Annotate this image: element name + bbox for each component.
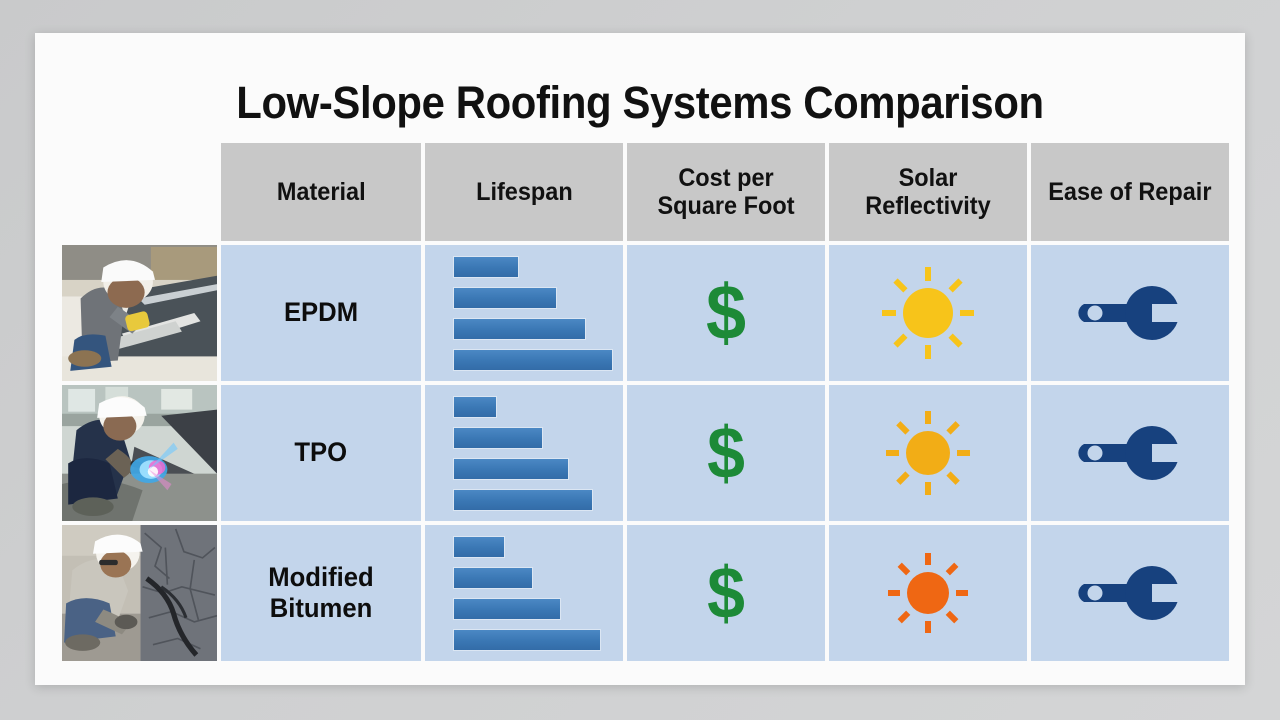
wrench-icon xyxy=(1076,425,1184,481)
table-cell-lifespan-0 xyxy=(425,245,623,381)
material-label: Modified Bitumen xyxy=(268,561,374,623)
table-row-image-0 xyxy=(62,245,217,381)
table-cell-lifespan-2 xyxy=(425,525,623,661)
lifespan-bar xyxy=(453,488,593,511)
page-title: Low-Slope Roofing Systems Comparison xyxy=(236,77,1044,128)
header-cell-material: Material xyxy=(221,143,421,241)
header-label-reflectivity: Solar Reflectivity xyxy=(865,164,991,220)
roofer-torch-welding-photo xyxy=(62,385,217,521)
table-cell-cost-1: $ xyxy=(627,385,825,521)
table-row-image-2 xyxy=(62,525,217,661)
comparison-table: Material Lifespan Cost per Square Foot Sola… xyxy=(62,143,1237,661)
lifespan-bar xyxy=(453,566,533,589)
table-cell-material-2: Modified Bitumen xyxy=(221,525,421,661)
header-cell-repair: Ease of Repair xyxy=(1031,143,1229,241)
header-cell-lifespan: Lifespan xyxy=(425,143,623,241)
table-cell-cost-2: $ xyxy=(627,525,825,661)
table-cell-repair-2 xyxy=(1031,525,1229,661)
sun-icon xyxy=(884,409,972,497)
header-label-cost: Cost per Square Foot xyxy=(657,164,795,220)
lifespan-bar xyxy=(453,535,505,558)
lifespan-bar-chart xyxy=(425,385,623,521)
lifespan-bar-chart xyxy=(425,525,623,661)
lifespan-bar xyxy=(453,255,519,278)
roofer-repairing-cracked-roof-photo xyxy=(62,525,217,661)
table-cell-cost-0: $ xyxy=(627,245,825,381)
dollar-sign-icon: $ xyxy=(707,551,745,635)
table-cell-repair-1 xyxy=(1031,385,1229,521)
header-cell-cost: Cost per Square Foot xyxy=(627,143,825,241)
header-label-repair: Ease of Repair xyxy=(1048,178,1212,206)
table-cell-lifespan-1 xyxy=(425,385,623,521)
lifespan-bar xyxy=(453,457,569,480)
lifespan-bar xyxy=(453,286,557,309)
wrench-icon xyxy=(1076,285,1184,341)
lifespan-bar xyxy=(453,395,497,418)
lifespan-bar xyxy=(453,628,601,651)
lifespan-bar xyxy=(453,597,561,620)
header-label-material: Material xyxy=(276,178,366,206)
header-cell-reflectivity: Solar Reflectivity xyxy=(829,143,1027,241)
dollar-sign-icon: $ xyxy=(707,411,745,495)
roofer-installing-membrane-photo xyxy=(62,245,217,381)
sun-icon xyxy=(880,265,976,361)
sun-icon xyxy=(886,551,970,635)
header-label-lifespan: Lifespan xyxy=(475,178,573,206)
lifespan-bar xyxy=(453,426,543,449)
table-cell-reflectivity-2 xyxy=(829,525,1027,661)
wrench-icon xyxy=(1076,565,1184,621)
table-cell-material-0: EPDM xyxy=(221,245,421,381)
lifespan-bar xyxy=(453,348,613,371)
table-cell-material-1: TPO xyxy=(221,385,421,521)
lifespan-bar xyxy=(453,317,586,340)
comparison-card: Low-Slope Roofing Systems Comparison Mat… xyxy=(35,33,1245,685)
table-cell-reflectivity-1 xyxy=(829,385,1027,521)
header-cell-image xyxy=(62,143,217,241)
material-label: EPDM xyxy=(283,297,359,328)
table-cell-reflectivity-0 xyxy=(829,245,1027,381)
table-row-image-1 xyxy=(62,385,217,521)
material-label: TPO xyxy=(294,437,348,468)
table-cell-repair-0 xyxy=(1031,245,1229,381)
lifespan-bar-chart xyxy=(425,245,623,381)
dollar-sign-icon: $ xyxy=(705,269,747,357)
